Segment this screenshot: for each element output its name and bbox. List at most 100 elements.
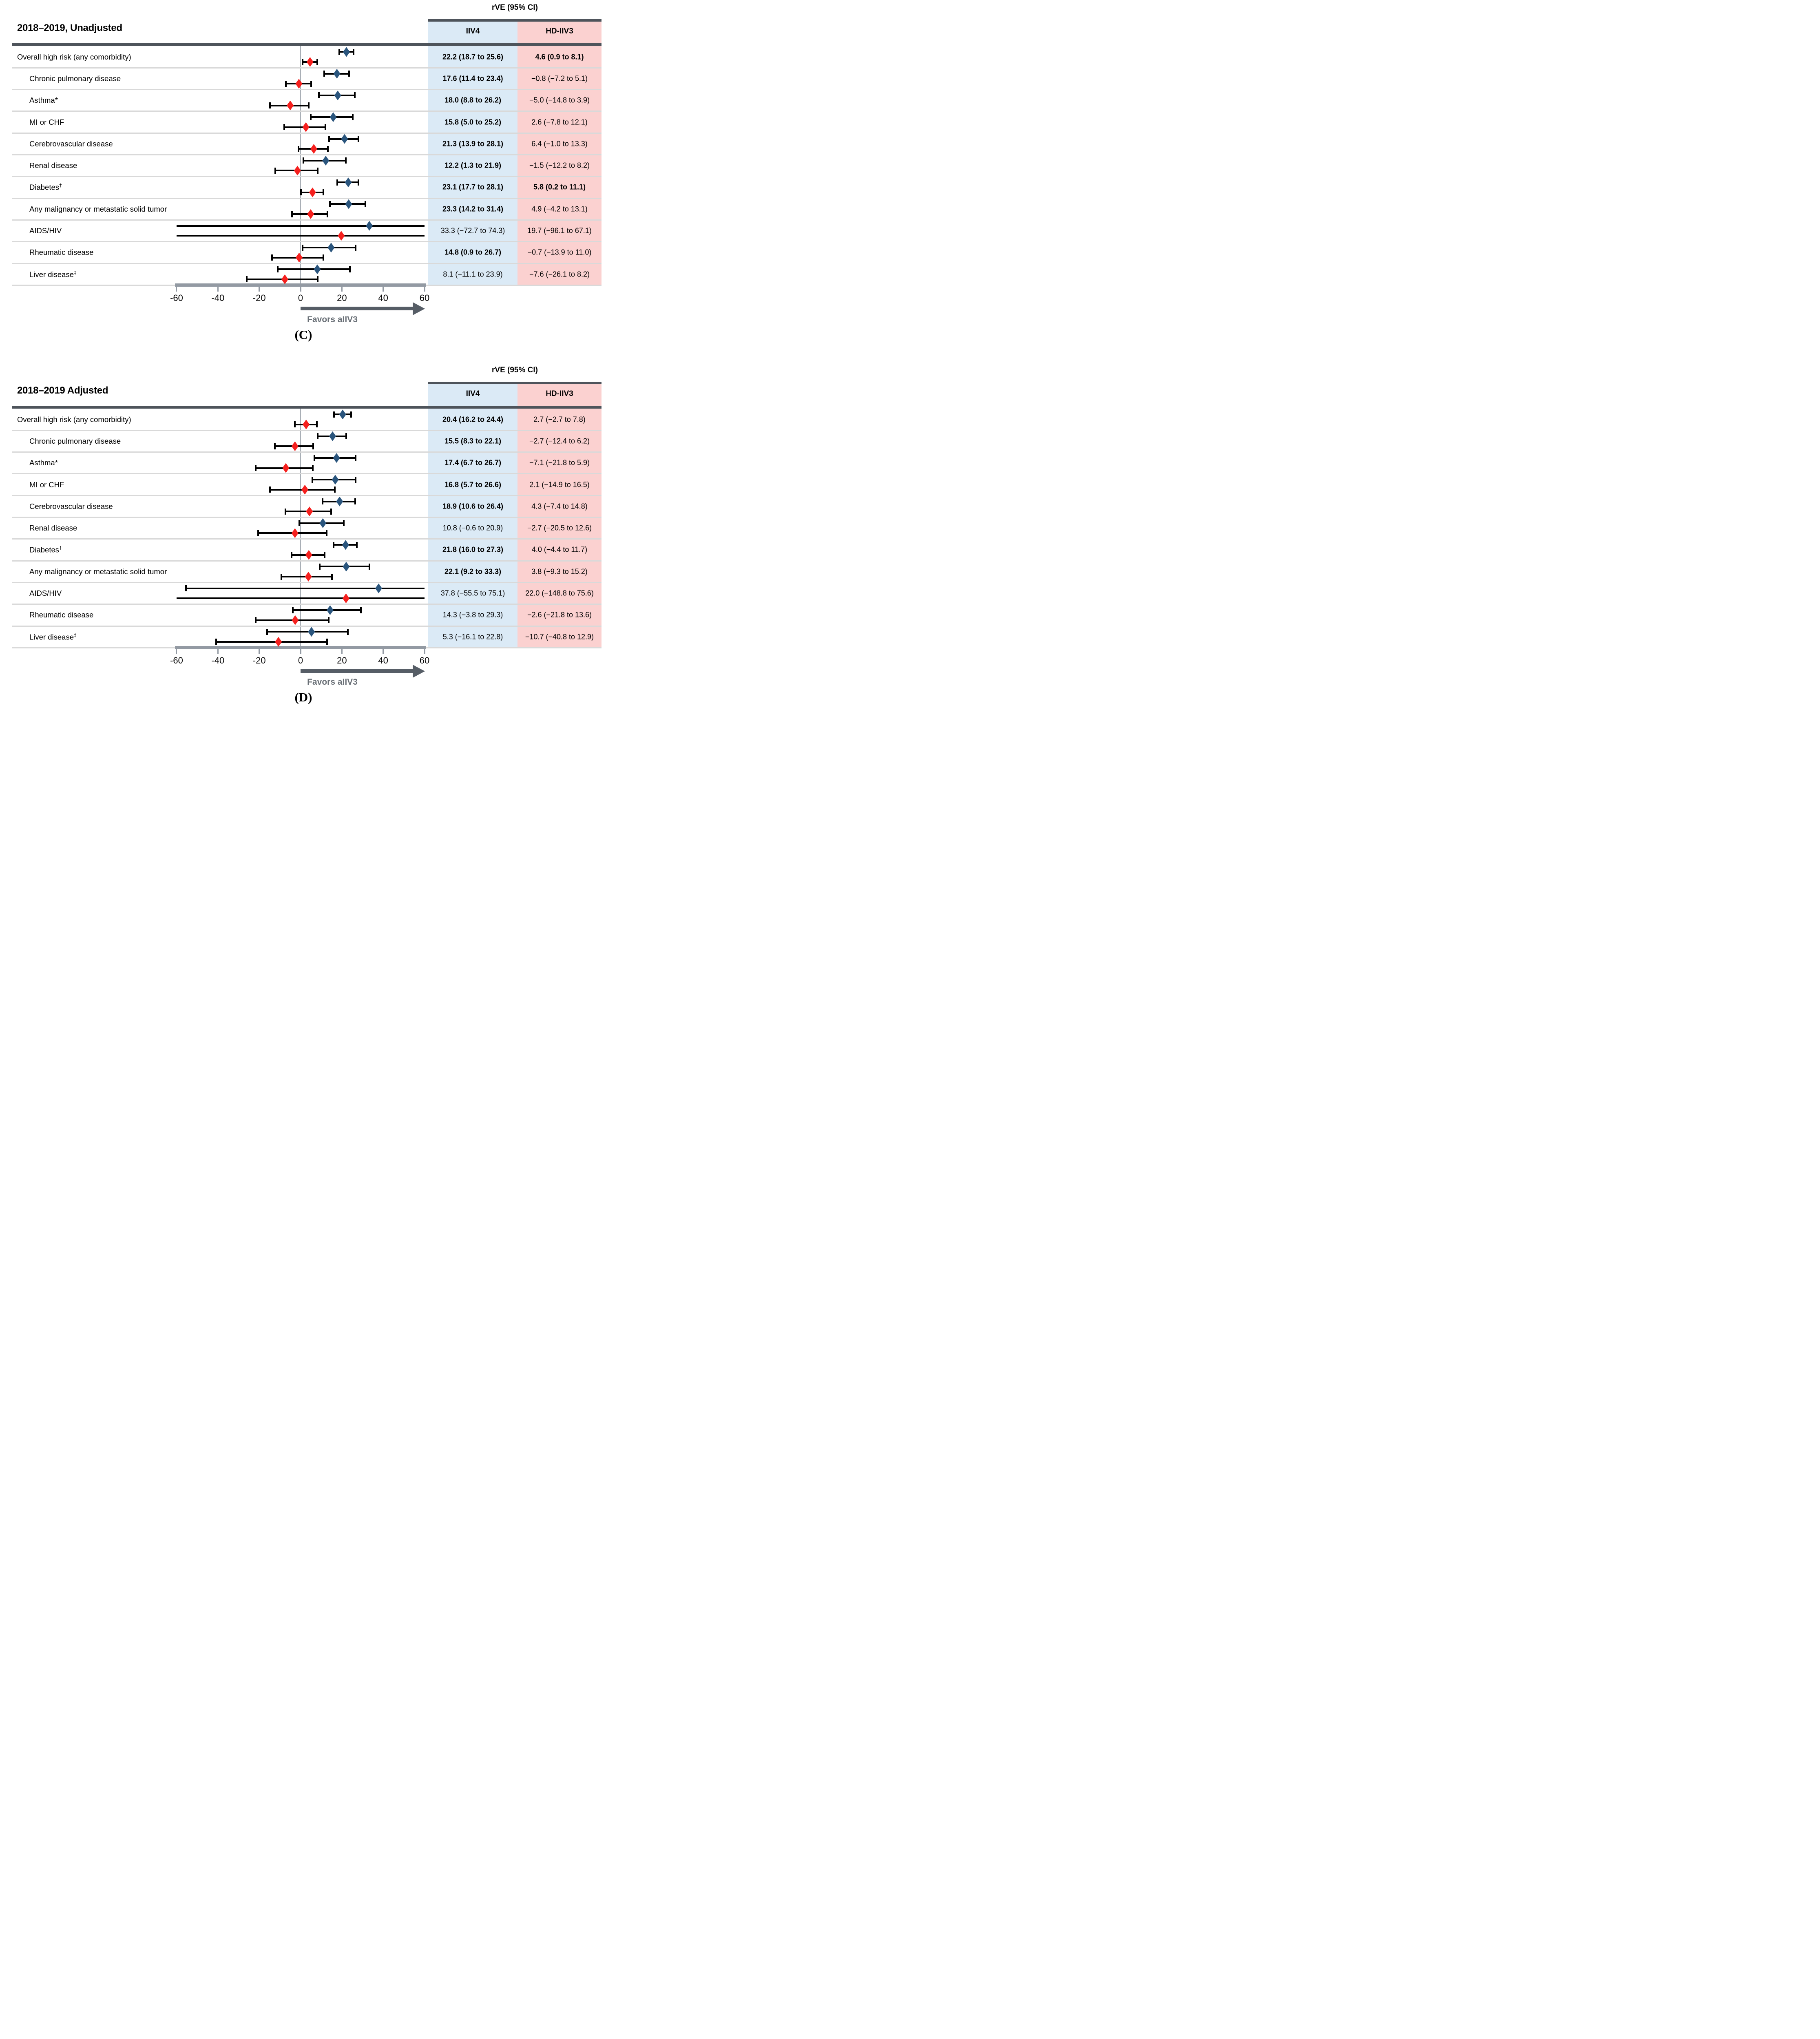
table-row: Asthma* 18.0 (8.8 to 26.2) −5.0 (−14.8 to … bbox=[0, 90, 607, 111]
iiv4-rve-value: 23.3 (14.2 to 31.4) bbox=[442, 205, 504, 213]
row-separator bbox=[12, 560, 602, 562]
hd-iiv3-rve-value: 3.8 (−9.3 to 15.2) bbox=[531, 567, 588, 576]
row-separator bbox=[12, 495, 602, 496]
hd-iiv3-ci-cap-right bbox=[331, 573, 333, 580]
row-label: Renal disease bbox=[29, 161, 77, 170]
column-header-hd-iiv3: HD-IIV3 bbox=[546, 27, 573, 35]
hd-iiv3-marker bbox=[306, 57, 314, 67]
hd-iiv3-ci-line bbox=[177, 597, 425, 599]
hd-iiv3-rve-value: 4.3 (−7.4 to 14.8) bbox=[531, 502, 588, 511]
hd-iiv3-ci-cap-right bbox=[312, 465, 314, 471]
row-label: Chronic pulmonary disease bbox=[29, 436, 121, 445]
hd-iiv3-ci-cap-right bbox=[325, 124, 327, 130]
hd-iiv3-marker bbox=[338, 231, 345, 241]
iiv4-rve-value: 15.8 (5.0 to 25.2) bbox=[444, 118, 502, 126]
hd-iiv3-ci-cap-right bbox=[323, 189, 325, 196]
row-label: Asthma* bbox=[29, 96, 58, 105]
panel-letter: (C) bbox=[294, 327, 312, 342]
axis-tick bbox=[424, 287, 425, 292]
hd-iiv3-rve-value: 2.7 (−2.7 to 7.8) bbox=[533, 415, 586, 424]
iiv4-rve-value: 20.4 (16.2 to 24.4) bbox=[442, 415, 504, 424]
iiv4-ci-cap-left bbox=[333, 411, 335, 418]
rve-header: rVE (95% CI) bbox=[492, 366, 538, 374]
hd-iiv3-ci-cap-left bbox=[283, 124, 285, 130]
iiv4-marker bbox=[366, 221, 373, 231]
table-row: Diabetes† 21.8 (16.0 to 27.3) 4.0 (−4.4 to… bbox=[0, 539, 607, 561]
hd-iiv3-rve-value: 19.7 (−96.1 to 67.1) bbox=[527, 226, 592, 235]
hd-iiv3-marker bbox=[305, 550, 312, 560]
iiv4-ci-cap-left bbox=[323, 71, 325, 77]
iiv4-marker bbox=[341, 134, 348, 144]
hd-iiv3-rve-value: 6.4 (−1.0 to 13.3) bbox=[531, 139, 588, 148]
row-separator bbox=[12, 89, 602, 91]
row-separator bbox=[12, 473, 602, 475]
panel-adjusted: rVE (95% CI) IIV4 HD-IIV3 2018–2019 Adju… bbox=[0, 363, 607, 710]
panel-title: 2018–2019 Adjusted bbox=[17, 385, 108, 396]
iiv4-ci-cap-right bbox=[343, 520, 345, 526]
iiv4-rve-value: 33.3 (−72.7 to 74.3) bbox=[440, 226, 505, 235]
axis-tick bbox=[217, 649, 219, 654]
axis-tick-label: -20 bbox=[252, 655, 266, 666]
row-separator bbox=[12, 582, 602, 583]
panel-title: 2018–2019, Unadjusted bbox=[17, 22, 122, 33]
iiv4-marker bbox=[343, 562, 350, 572]
axis-tick bbox=[383, 287, 384, 292]
row-label: Any malignancy or metastatic solid tumor bbox=[29, 204, 167, 213]
iiv4-marker bbox=[327, 243, 335, 253]
row-label: Renal disease bbox=[29, 524, 77, 533]
axis-tick bbox=[424, 649, 425, 654]
hd-iiv3-ci-cap-right bbox=[327, 617, 330, 624]
hd-iiv3-rve-value: −5.0 (−14.8 to 3.9) bbox=[529, 96, 590, 104]
iiv4-rve-value: 22.2 (18.7 to 25.6) bbox=[442, 53, 504, 61]
hd-iiv3-ci-cap-left bbox=[297, 146, 299, 152]
hd-iiv3-ci-cap-left bbox=[271, 254, 273, 261]
iiv4-ci-cap-left bbox=[292, 607, 294, 613]
hd-iiv3-ci-cap-left bbox=[215, 639, 217, 645]
iiv4-marker bbox=[333, 69, 341, 79]
hd-iiv3-marker bbox=[287, 100, 294, 111]
hd-iiv3-column-background bbox=[517, 19, 602, 285]
row-label: Cerebrovascular disease bbox=[29, 139, 113, 148]
iiv4-ci-cap-right bbox=[368, 563, 370, 570]
hd-iiv3-ci-cap-right bbox=[307, 102, 310, 108]
axis-tick-label: 20 bbox=[337, 293, 347, 303]
hd-iiv3-ci-cap-left bbox=[300, 189, 302, 196]
hd-iiv3-marker bbox=[295, 252, 303, 263]
table-row: Chronic pulmonary disease 17.6 (11.4 to 2… bbox=[0, 68, 607, 89]
hd-iiv3-marker bbox=[291, 441, 299, 451]
hd-iiv3-ci-cap-right bbox=[325, 530, 327, 536]
hd-iiv3-marker bbox=[295, 79, 303, 89]
header-divider-bar bbox=[12, 43, 602, 46]
axis-tick bbox=[300, 287, 301, 292]
panel-letter: (D) bbox=[294, 690, 312, 704]
iiv4-ci-cap-right bbox=[349, 266, 351, 272]
hd-iiv3-marker bbox=[310, 144, 317, 154]
hd-iiv3-marker bbox=[309, 187, 316, 197]
row-separator bbox=[12, 429, 602, 431]
iiv4-marker bbox=[336, 496, 343, 506]
iiv4-ci-cap-left bbox=[313, 455, 315, 461]
iiv4-rve-value: 21.8 (16.0 to 27.3) bbox=[442, 545, 504, 554]
column-header-hd-iiv3: HD-IIV3 bbox=[546, 389, 573, 398]
iiv4-rve-value: 37.8 (−55.5 to 75.1) bbox=[440, 589, 505, 597]
hd-iiv3-column-background bbox=[517, 382, 602, 648]
hd-iiv3-ci-cap-right bbox=[330, 508, 332, 515]
forest-plot-figure: rVE (95% CI) IIV4 HD-IIV3 2018–2019, Una… bbox=[0, 0, 607, 710]
iiv4-ci-cap-left bbox=[311, 476, 313, 483]
iiv4-rve-value: 18.9 (10.6 to 26.4) bbox=[442, 502, 504, 511]
hd-iiv3-ci-cap-right bbox=[312, 443, 314, 449]
row-separator bbox=[12, 451, 602, 453]
hd-iiv3-marker bbox=[301, 484, 309, 495]
favors-label: Favors aIIV3 bbox=[307, 315, 358, 324]
iiv4-ci-cap-left bbox=[338, 49, 340, 55]
axis-tick bbox=[341, 287, 343, 292]
row-label: Liver disease‡ bbox=[29, 632, 77, 641]
axis-tick-label: 40 bbox=[378, 293, 388, 303]
iiv4-ci-cap-left bbox=[317, 433, 319, 440]
axis-tick-label: -60 bbox=[170, 655, 183, 666]
hd-iiv3-ci-cap-left bbox=[291, 211, 293, 217]
row-separator bbox=[12, 517, 602, 518]
axis-tick-label: 60 bbox=[419, 293, 430, 303]
hd-iiv3-marker bbox=[275, 637, 282, 647]
iiv4-ci-cap-left bbox=[310, 114, 312, 120]
